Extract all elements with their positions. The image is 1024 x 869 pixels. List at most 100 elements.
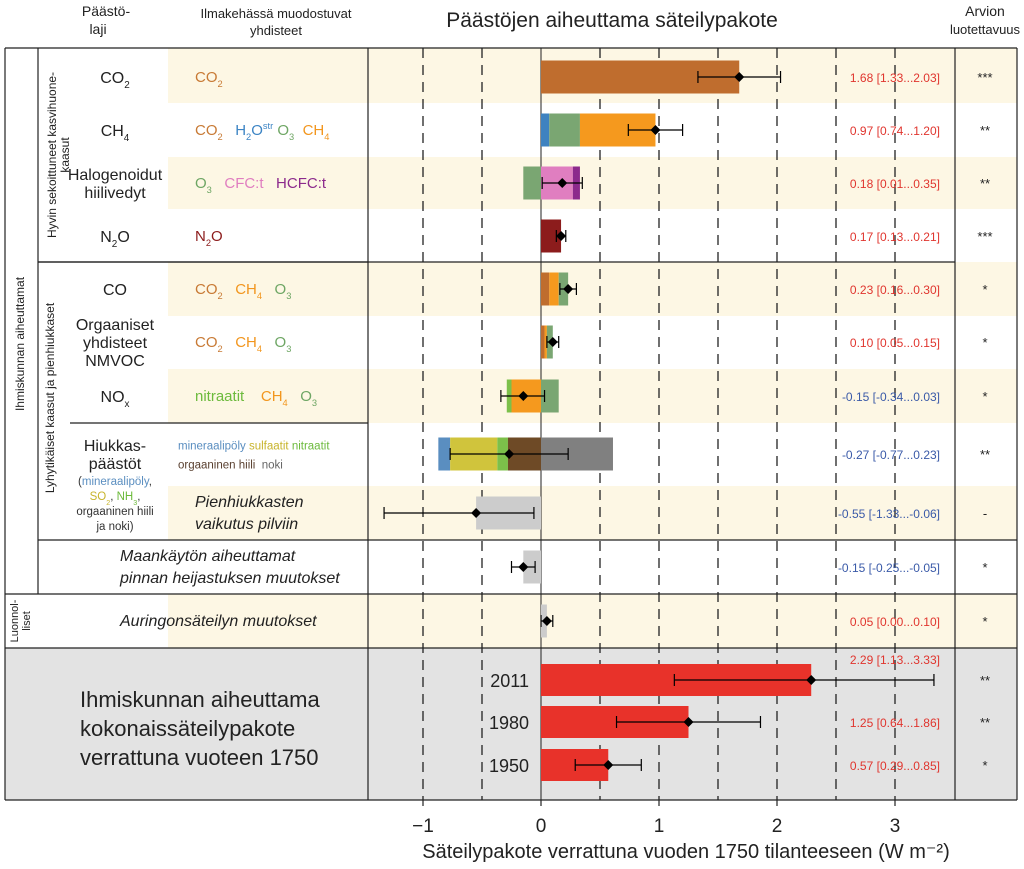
best-estimate-marker: [806, 675, 817, 685]
best-estimate-marker: [518, 562, 529, 572]
bar-segment: [541, 272, 550, 306]
row-bg-left: [168, 486, 368, 540]
x-tick-label: 1: [654, 816, 665, 837]
best-estimate-marker: [650, 125, 661, 135]
confidence-label: *: [982, 614, 987, 629]
confidence-label: ***: [977, 70, 992, 85]
value-label: 1.68 [1.33...2.03]: [850, 71, 940, 85]
row-bg: [368, 369, 1017, 423]
emission-label: yhdisteet: [83, 335, 148, 352]
bar-segment: [541, 219, 562, 253]
row-backgrounds: [5, 48, 1017, 800]
header-yhdisteet-1: Ilmakehässä muodostuvat: [200, 6, 351, 21]
aerosol-note: SO2, NH3,: [90, 491, 141, 507]
aerosol-note: ja noki): [95, 521, 133, 533]
best-estimate-marker: [518, 391, 529, 401]
total-heading-3: verrattuna vuoteen 1750: [80, 745, 319, 770]
compounds-label: O3 CFC:t HCFC:t: [195, 175, 327, 195]
total-value-label: 0.57 [0.29...0.85]: [850, 759, 940, 773]
confidence-label: **: [980, 715, 990, 730]
best-estimate-marker: [556, 231, 567, 241]
year-label: 1950: [489, 756, 529, 776]
header-arvio-1: Arvion: [965, 3, 1005, 19]
compounds-label: CO2 CH4 O3: [195, 281, 291, 301]
row-bg-left: [168, 594, 368, 648]
best-estimate-marker: [683, 717, 694, 727]
emission-label: Orgaaniset: [76, 317, 155, 334]
compounds-label: orgaaninen hiili noki: [178, 460, 283, 472]
best-estimate-marker: [734, 72, 745, 82]
total-heading-2: kokonaissäteilypakote: [80, 716, 295, 741]
aerosol-note: (mineraalipöly,: [78, 476, 152, 488]
bar-segment: [549, 113, 580, 147]
compounds-label: N2O: [195, 228, 223, 248]
emission-label: CO: [103, 282, 127, 299]
total-panel-bg: [5, 648, 1017, 800]
group-lyhyt: Lyhytikäiset kaasut ja pienhiukkaset: [43, 302, 57, 493]
row-bg: [368, 262, 1017, 316]
emission-label: hiilivedyt: [84, 185, 146, 202]
x-tick-label: 0: [536, 816, 547, 837]
value-label: 0.97 [0.74...1.20]: [850, 124, 940, 138]
compounds-label: CO2 CH4 O3: [195, 334, 291, 354]
chart-title: Päästöjen aiheuttama säteilypakote: [446, 9, 778, 32]
best-estimate-marker: [541, 616, 552, 626]
frame: [4, 47, 1018, 806]
best-estimate-marker: [557, 178, 568, 188]
confidence-label: **: [980, 176, 990, 191]
group-ihmiskunta: Ihmiskunnan aiheuttamat: [13, 276, 27, 411]
confidence-label: *: [982, 389, 987, 404]
confidence-label: ***: [977, 229, 992, 244]
row-bg: [368, 157, 1017, 209]
confidence-label: *: [982, 758, 987, 773]
compounds-label: vaikutus pilviin: [195, 516, 298, 533]
emission-label: NMVOC: [85, 353, 145, 370]
header-yhdisteet-2: yhdisteet: [250, 23, 302, 38]
group-luonnolliset-2: liset: [21, 611, 33, 631]
labels: Päästö- laji Ilmakehässä muodostuvat yhd…: [9, 3, 1021, 863]
value-label: -0.27 [-0.77...0.23]: [842, 448, 940, 462]
emission-label: NOx: [101, 389, 130, 410]
row-bg-left: [168, 157, 368, 209]
best-estimate-marker: [504, 449, 515, 459]
group-hyvin-1: Hyvin sekoittuneet kasvihuone-: [45, 72, 59, 238]
compounds-label: pinnan heijastuksen muutokset: [119, 570, 340, 587]
x-axis-label: Säteilypakote verrattuna vuoden 1750 til…: [422, 841, 950, 863]
value-label: 0.23 [0.16...0.30]: [850, 283, 940, 297]
value-label: 0.10 [0.05...0.15]: [850, 336, 940, 350]
aerosol-note: orgaaninen hiili: [76, 506, 153, 518]
x-tick-label: −1: [412, 816, 434, 837]
bar-segment: [523, 166, 541, 200]
total-value-label: 1.25 [0.64...1.86]: [850, 716, 940, 730]
confidence-label: *: [982, 335, 987, 350]
compounds-label: CO2: [195, 69, 223, 89]
compounds-label: Auringonsäteilyn muutokset: [119, 613, 317, 630]
total-value-label: 2.29 [1.13...3.33]: [850, 653, 940, 667]
header-laji-1: Päästö-: [82, 3, 131, 19]
x-tick-label: 2: [772, 816, 783, 837]
value-label: -0.15 [-0.25...-0.05]: [838, 561, 940, 575]
confidence-label: **: [980, 447, 990, 462]
compounds-label: Maankäytön aiheuttamat: [120, 548, 296, 565]
row-bg-left: [168, 48, 368, 103]
header-laji-2: laji: [89, 21, 106, 37]
confidence-label: *: [982, 282, 987, 297]
confidence-label: *: [982, 560, 987, 575]
row-bg-left: [168, 262, 368, 316]
compounds-label: nitraatit CH4 O3: [195, 388, 317, 408]
value-label: 0.17 [0.13...0.21]: [850, 230, 940, 244]
emission-label: Halogenoidut: [68, 167, 163, 184]
bar-segment: [541, 325, 545, 359]
year-label: 2011: [490, 671, 529, 691]
group-hyvin-2: kaasut: [58, 137, 72, 173]
x-tick-label: 3: [890, 816, 901, 837]
value-label: 0.05 [0.00...0.10]: [850, 615, 940, 629]
bar-segment: [438, 437, 451, 471]
compounds-label: Pienhiukkasten: [195, 494, 304, 511]
confidence-label: **: [980, 123, 990, 138]
value-label: -0.15 [-0.34...0.03]: [842, 390, 940, 404]
emission-label: Hiukkas-: [84, 438, 146, 455]
total-heading-1: Ihmiskunnan aiheuttama: [80, 687, 320, 712]
